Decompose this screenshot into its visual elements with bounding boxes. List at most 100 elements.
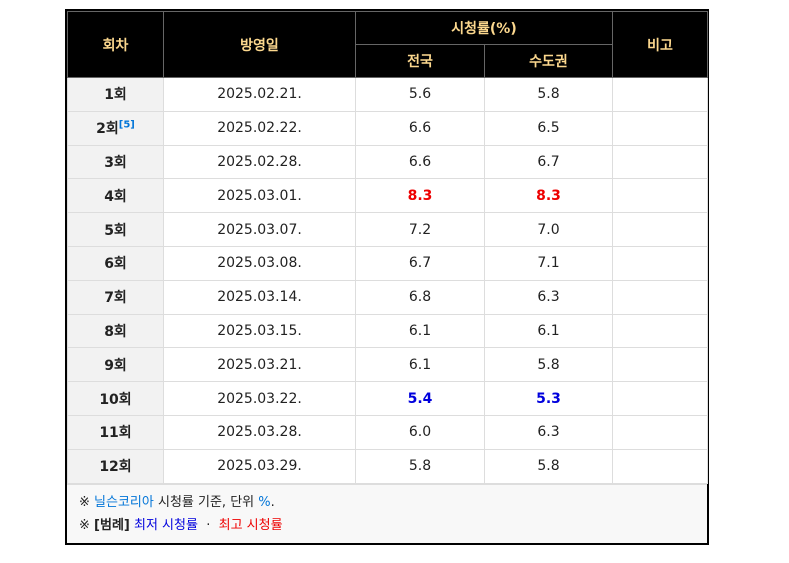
episode-cell: 3회 xyxy=(67,144,164,180)
episode-cell: 12회 xyxy=(67,448,164,484)
date-cell: 2025.03.08. xyxy=(163,245,356,281)
national-rating: 5.8 xyxy=(355,448,485,484)
national-rating: 6.1 xyxy=(355,347,485,383)
national-rating: 6.1 xyxy=(355,313,485,349)
capital-rating: 8.3 xyxy=(484,178,613,214)
episode: 4회 xyxy=(104,188,127,205)
date-cell: 2025.03.21. xyxy=(163,347,356,383)
note-cell xyxy=(612,144,708,180)
date-cell: 2025.03.14. xyxy=(163,279,356,315)
capital-rating: 5.8 xyxy=(484,448,613,484)
note-cell xyxy=(612,178,708,214)
capital-rating: 6.7 xyxy=(484,144,613,180)
capital-rating: 5.3 xyxy=(484,381,613,416)
header-cell: 수도권 xyxy=(484,44,613,78)
episode: 10회 xyxy=(99,391,132,408)
episode: 12회 xyxy=(99,459,132,476)
footnote-line: ※ 닐슨코리아 시청률 기준, 단위 %. xyxy=(79,491,695,514)
episode-cell: 5회 xyxy=(67,212,164,247)
national-rating: 6.0 xyxy=(355,414,485,450)
episode-cell: 8회 xyxy=(67,313,164,349)
header-cell: 시청률(%) xyxy=(355,11,613,45)
header-cell: 회차 xyxy=(67,11,164,78)
date-cell: 2025.02.21. xyxy=(163,77,356,112)
episode-cell: 1회 xyxy=(67,77,164,112)
date-cell: 2025.03.01. xyxy=(163,178,356,214)
header-cell: 전국 xyxy=(355,44,485,78)
note-cell xyxy=(612,110,708,146)
date-cell: 2025.03.07. xyxy=(163,212,356,247)
date-cell: 2025.02.28. xyxy=(163,144,356,180)
legend-highest: 최고 시청률 xyxy=(218,517,283,533)
footnote: ※ 닐슨코리아 시청률 기준, 단위 %. ※ [범례] 최저 시청률 · 최고… xyxy=(67,483,707,543)
capital-rating: 6.5 xyxy=(484,110,613,146)
episode: 11회 xyxy=(99,425,132,442)
national-rating: 5.4 xyxy=(355,381,485,416)
row: 2회[5] 2025.02.22. 6.6 6.5 xyxy=(67,110,708,146)
separator: · xyxy=(206,517,211,533)
episode-cell: 9회 xyxy=(67,347,164,383)
row: 7회 2025.03.14. 6.8 6.3 xyxy=(67,279,708,315)
episode: 7회 xyxy=(104,290,127,307)
date-cell: 2025.03.28. xyxy=(163,414,356,450)
capital-rating: 6.3 xyxy=(484,414,613,450)
episode: 3회 xyxy=(104,154,127,171)
text: 시청률 기준, 단위 xyxy=(158,494,255,510)
national-rating: 6.6 xyxy=(355,144,485,180)
mark: ※ xyxy=(79,517,90,533)
capital-rating: 6.3 xyxy=(484,279,613,315)
note-cell xyxy=(612,279,708,315)
national-rating: 7.2 xyxy=(355,212,485,247)
reference[interactable]: [5] xyxy=(118,119,135,131)
episode-cell: 10회 xyxy=(67,381,164,416)
national-rating: 6.8 xyxy=(355,279,485,315)
capital-rating: 5.8 xyxy=(484,77,613,112)
row: 12회 2025.03.29. 5.8 5.8 xyxy=(67,448,708,484)
national-rating: 6.7 xyxy=(355,245,485,281)
national-rating: 8.3 xyxy=(355,178,485,214)
episode: 6회 xyxy=(104,256,127,273)
note-cell xyxy=(612,381,708,416)
row: 10회 2025.03.22. 5.4 5.3 xyxy=(67,381,708,416)
date-cell: 2025.03.15. xyxy=(163,313,356,349)
episode: 1회 xyxy=(104,87,127,104)
note-cell xyxy=(612,347,708,383)
capital-rating: 6.1 xyxy=(484,313,613,349)
note-cell xyxy=(612,77,708,112)
row: 9회 2025.03.21. 6.1 5.8 xyxy=(67,347,708,383)
row: 6회 2025.03.08. 6.7 7.1 xyxy=(67,245,708,281)
row: 3회 2025.02.28. 6.6 6.7 xyxy=(67,144,708,180)
episode-cell: 11회 xyxy=(67,414,164,450)
date-cell: 2025.02.22. xyxy=(163,110,356,146)
national-rating: 6.6 xyxy=(355,110,485,146)
date-cell: 2025.03.22. xyxy=(163,381,356,416)
note-cell xyxy=(612,212,708,247)
table: 회차 방영일 시청률(%) 비고 전국 수도권 1회 2025.02.21. 5.6… xyxy=(67,11,708,484)
row: 1회 2025.02.21. 5.6 5.8 xyxy=(67,77,708,112)
row: 11회 2025.03.28. 6.0 6.3 xyxy=(67,414,708,450)
source-link[interactable]: 닐슨코리아 xyxy=(94,494,154,510)
header-cell: 방영일 xyxy=(163,11,356,78)
legend-label: [범례] xyxy=(94,517,130,533)
episode-cell: 4회 xyxy=(67,178,164,214)
capital-rating: 7.0 xyxy=(484,212,613,247)
note-cell xyxy=(612,245,708,281)
row: 8회 2025.03.15. 6.1 6.1 xyxy=(67,313,708,349)
date-cell: 2025.03.29. xyxy=(163,448,356,484)
national-rating: 5.6 xyxy=(355,77,485,112)
unit: % xyxy=(258,494,271,510)
footnote-line: ※ [범례] 최저 시청률 · 최고 시청률 xyxy=(79,514,695,537)
header-cell: 비고 xyxy=(612,11,708,78)
note-cell xyxy=(612,313,708,349)
capital-rating: 5.8 xyxy=(484,347,613,383)
episode: 9회 xyxy=(104,357,127,374)
mark: ※ xyxy=(79,494,90,510)
text: . xyxy=(270,494,275,510)
episode-cell: 2회[5] xyxy=(67,110,164,146)
episode: 2회 xyxy=(96,121,119,138)
episode: 8회 xyxy=(104,323,127,340)
note-cell xyxy=(612,448,708,484)
row: 4회 2025.03.01. 8.3 8.3 xyxy=(67,178,708,214)
row: 5회 2025.03.07. 7.2 7.0 xyxy=(67,212,708,247)
